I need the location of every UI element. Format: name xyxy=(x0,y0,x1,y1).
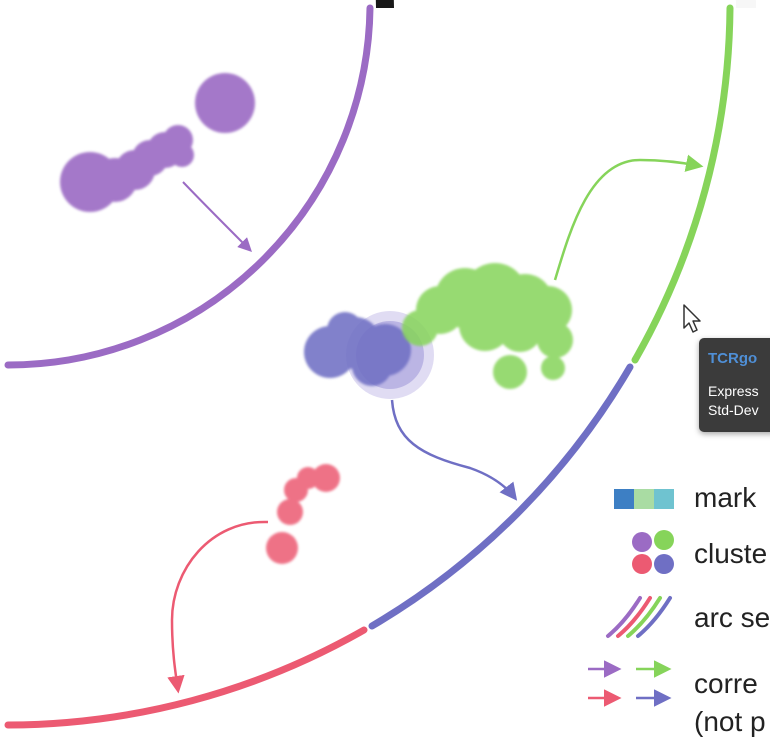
legend-marker-label: mark xyxy=(694,482,757,513)
inner-ring xyxy=(4,0,394,369)
outer-arc-blue xyxy=(368,363,634,630)
outer-ring xyxy=(4,0,756,729)
legend-arrow-icon xyxy=(588,660,672,707)
inner-marker-tick xyxy=(375,0,394,8)
legend-arc-icon xyxy=(606,596,672,638)
legend-arrow-label-line2: (not p xyxy=(694,706,766,737)
inner-arc-purple xyxy=(4,4,374,369)
legend-arrow-label-line1: corre xyxy=(694,668,758,699)
legend-marker-icon xyxy=(614,489,674,509)
cluster-green xyxy=(402,263,573,389)
outer-marker-ticks xyxy=(735,0,756,8)
inner-marker-ticks xyxy=(375,0,394,8)
tooltip-line-expression: Express xyxy=(708,383,759,399)
arrow-green xyxy=(553,154,704,281)
legend-arc-label: arc se xyxy=(694,602,770,633)
cluster-red xyxy=(266,464,340,564)
outer-arc-green xyxy=(631,4,734,364)
outer-marker-tick xyxy=(735,0,756,8)
arrow-blue xyxy=(390,399,518,501)
legend-cluster-icon xyxy=(632,530,674,574)
legend-cluster-label: cluste xyxy=(694,538,768,569)
outer-arc-red xyxy=(4,626,368,729)
tooltip: TCRgo Express Std-Dev xyxy=(699,338,770,432)
tooltip-line-stddev: Std-Dev xyxy=(708,402,759,418)
mouse-pointer-icon xyxy=(683,304,701,333)
cluster-purple xyxy=(60,73,255,212)
arrow-purple xyxy=(182,181,252,252)
arrow-red xyxy=(167,520,269,694)
tooltip-title: TCRgo xyxy=(708,350,758,367)
